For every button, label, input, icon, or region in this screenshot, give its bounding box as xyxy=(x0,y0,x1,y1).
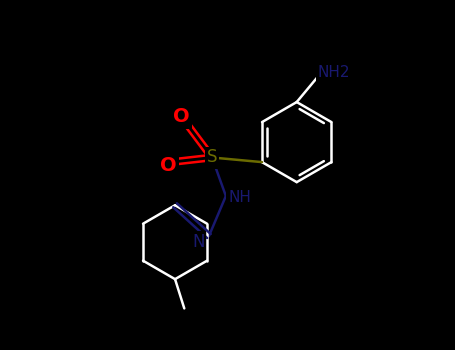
Text: NH2: NH2 xyxy=(318,65,350,80)
Text: NH: NH xyxy=(228,190,251,205)
Text: S: S xyxy=(207,148,217,167)
Text: N: N xyxy=(192,233,204,251)
Text: O: O xyxy=(160,156,177,175)
Text: O: O xyxy=(173,107,190,126)
